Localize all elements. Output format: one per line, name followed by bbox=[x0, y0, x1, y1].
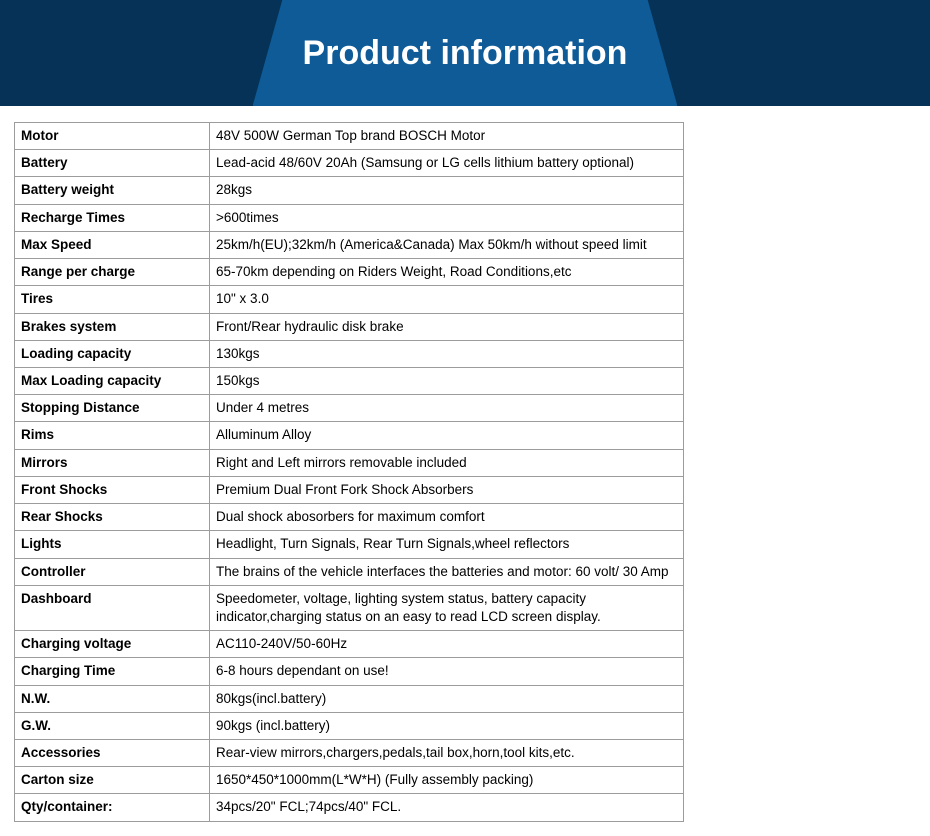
spec-value: 1650*450*1000mm(L*W*H) (Fully assembly p… bbox=[210, 767, 684, 794]
spec-value: Headlight, Turn Signals, Rear Turn Signa… bbox=[210, 531, 684, 558]
table-row: LightsHeadlight, Turn Signals, Rear Turn… bbox=[15, 531, 684, 558]
spec-label: Rims bbox=[15, 422, 210, 449]
spec-label: Range per charge bbox=[15, 259, 210, 286]
spec-label: Charging Time bbox=[15, 658, 210, 685]
spec-value: Dual shock abosorbers for maximum comfor… bbox=[210, 504, 684, 531]
spec-label: Lights bbox=[15, 531, 210, 558]
spec-label: Battery bbox=[15, 150, 210, 177]
table-row: G.W.90kgs (incl.battery) bbox=[15, 712, 684, 739]
spec-label: Motor bbox=[15, 123, 210, 150]
table-row: BatteryLead-acid 48/60V 20Ah (Samsung or… bbox=[15, 150, 684, 177]
table-row: Battery weight28kgs bbox=[15, 177, 684, 204]
spec-value: 6-8 hours dependant on use! bbox=[210, 658, 684, 685]
table-row: Carton size1650*450*1000mm(L*W*H) (Fully… bbox=[15, 767, 684, 794]
spec-value: Speedometer, voltage, lighting system st… bbox=[210, 585, 684, 630]
table-row: Range per charge65-70km depending on Rid… bbox=[15, 259, 684, 286]
table-row: RimsAlluminum Alloy bbox=[15, 422, 684, 449]
table-row: ControllerThe brains of the vehicle inte… bbox=[15, 558, 684, 585]
spec-label: Dashboard bbox=[15, 585, 210, 630]
table-row: Max Loading capacity150kgs bbox=[15, 367, 684, 394]
spec-value: 25km/h(EU);32km/h (America&Canada) Max 5… bbox=[210, 231, 684, 258]
spec-label: Tires bbox=[15, 286, 210, 313]
spec-value: Rear-view mirrors,chargers,pedals,tail b… bbox=[210, 740, 684, 767]
spec-label: Brakes system bbox=[15, 313, 210, 340]
spec-table: Motor48V 500W German Top brand BOSCH Mot… bbox=[14, 122, 684, 822]
table-row: DashboardSpeedometer, voltage, lighting … bbox=[15, 585, 684, 630]
spec-label: Rear Shocks bbox=[15, 504, 210, 531]
table-row: AccessoriesRear-view mirrors,chargers,pe… bbox=[15, 740, 684, 767]
spec-value: 34pcs/20" FCL;74pcs/40" FCL. bbox=[210, 794, 684, 821]
table-row: Rear ShocksDual shock abosorbers for max… bbox=[15, 504, 684, 531]
spec-label: Qty/container: bbox=[15, 794, 210, 821]
spec-label: G.W. bbox=[15, 712, 210, 739]
table-row: Qty/container:34pcs/20" FCL;74pcs/40" FC… bbox=[15, 794, 684, 821]
spec-label: Stopping Distance bbox=[15, 395, 210, 422]
spec-value: AC110-240V/50-60Hz bbox=[210, 631, 684, 658]
spec-label: Controller bbox=[15, 558, 210, 585]
table-row: Motor48V 500W German Top brand BOSCH Mot… bbox=[15, 123, 684, 150]
table-row: Charging Time6-8 hours dependant on use! bbox=[15, 658, 684, 685]
spec-label: Mirrors bbox=[15, 449, 210, 476]
spec-value: Right and Left mirrors removable include… bbox=[210, 449, 684, 476]
spec-label: Recharge Times bbox=[15, 204, 210, 231]
spec-label: Max Loading capacity bbox=[15, 367, 210, 394]
table-row: Tires10" x 3.0 bbox=[15, 286, 684, 313]
spec-value: 130kgs bbox=[210, 340, 684, 367]
table-row: Front ShocksPremium Dual Front Fork Shoc… bbox=[15, 476, 684, 503]
table-row: Max Speed25km/h(EU);32km/h (America&Cana… bbox=[15, 231, 684, 258]
spec-label: Battery weight bbox=[15, 177, 210, 204]
spec-value: The brains of the vehicle interfaces the… bbox=[210, 558, 684, 585]
spec-value: 28kgs bbox=[210, 177, 684, 204]
spec-label: Loading capacity bbox=[15, 340, 210, 367]
spec-value: >600times bbox=[210, 204, 684, 231]
table-row: MirrorsRight and Left mirrors removable … bbox=[15, 449, 684, 476]
spec-value: 65-70km depending on Riders Weight, Road… bbox=[210, 259, 684, 286]
spec-value: Front/Rear hydraulic disk brake bbox=[210, 313, 684, 340]
table-row: Stopping DistanceUnder 4 metres bbox=[15, 395, 684, 422]
header-title: Product information bbox=[253, 0, 678, 106]
spec-label: Charging voltage bbox=[15, 631, 210, 658]
table-row: Loading capacity130kgs bbox=[15, 340, 684, 367]
table-row: Recharge Times>600times bbox=[15, 204, 684, 231]
spec-label: Carton size bbox=[15, 767, 210, 794]
spec-value: 10" x 3.0 bbox=[210, 286, 684, 313]
spec-value: Alluminum Alloy bbox=[210, 422, 684, 449]
spec-label: Front Shocks bbox=[15, 476, 210, 503]
spec-label: Accessories bbox=[15, 740, 210, 767]
table-row: Charging voltageAC110-240V/50-60Hz bbox=[15, 631, 684, 658]
table-row: N.W.80kgs(incl.battery) bbox=[15, 685, 684, 712]
spec-value: Lead-acid 48/60V 20Ah (Samsung or LG cel… bbox=[210, 150, 684, 177]
spec-value: 150kgs bbox=[210, 367, 684, 394]
spec-value: Under 4 metres bbox=[210, 395, 684, 422]
spec-value: 90kgs (incl.battery) bbox=[210, 712, 684, 739]
spec-value: 48V 500W German Top brand BOSCH Motor bbox=[210, 123, 684, 150]
spec-label: N.W. bbox=[15, 685, 210, 712]
spec-value: 80kgs(incl.battery) bbox=[210, 685, 684, 712]
spec-value: Premium Dual Front Fork Shock Absorbers bbox=[210, 476, 684, 503]
spec-label: Max Speed bbox=[15, 231, 210, 258]
header-band: Product information bbox=[0, 0, 930, 106]
spec-table-wrap: Motor48V 500W German Top brand BOSCH Mot… bbox=[0, 106, 930, 836]
table-row: Brakes systemFront/Rear hydraulic disk b… bbox=[15, 313, 684, 340]
